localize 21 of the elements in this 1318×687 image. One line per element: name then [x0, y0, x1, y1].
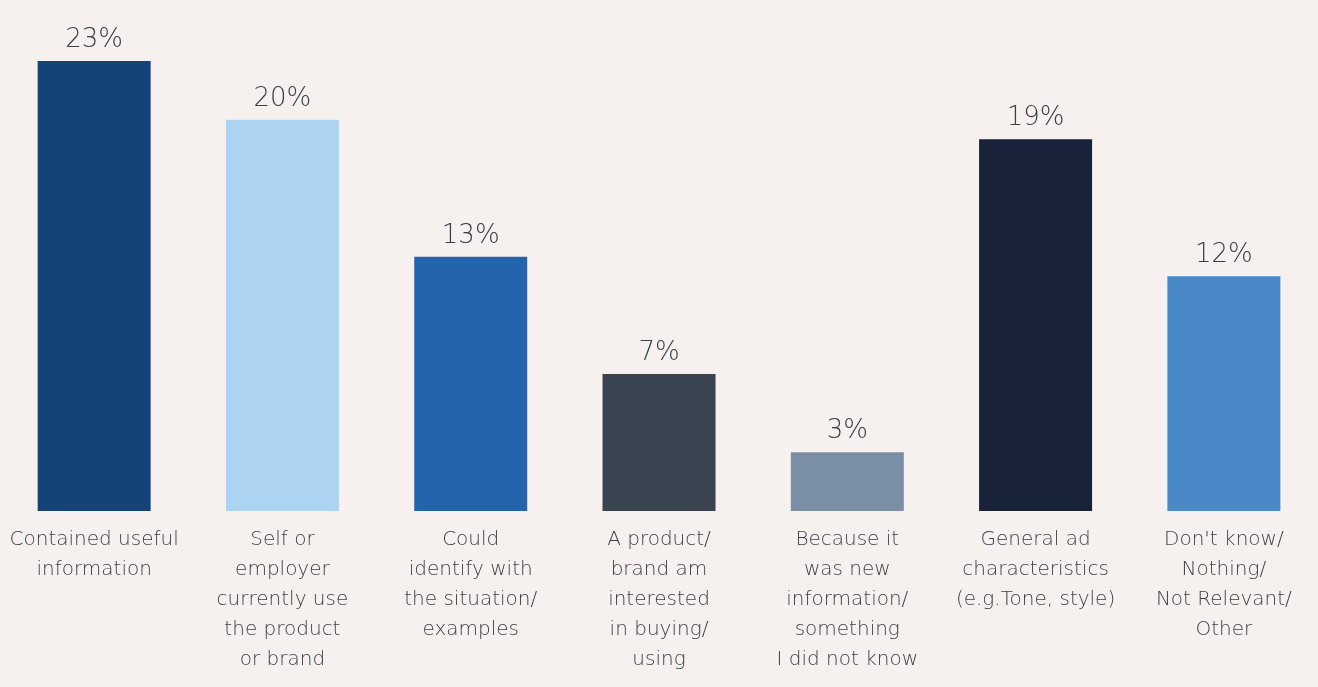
bar — [790, 452, 904, 511]
x-tick-label: General ad characteristics (e.g.Tone, style) — [955, 526, 1116, 610]
bar — [225, 119, 339, 511]
x-tick-label: Contained useful information — [9, 526, 179, 580]
data-label: 3% — [826, 414, 868, 445]
bar — [414, 256, 528, 511]
data-label: 13% — [441, 218, 500, 249]
bar — [37, 61, 151, 511]
data-label: 12% — [1194, 238, 1253, 269]
bar — [602, 374, 716, 511]
data-label: 7% — [638, 336, 680, 367]
data-label: 23% — [65, 23, 124, 53]
x-tick-label: Self or employer currently use the product or brand — [216, 526, 349, 670]
bar — [979, 139, 1093, 511]
x-tick-label: A product/ brand am interested in buying/ using — [607, 526, 712, 670]
x-tick-label: Don't know/ Nothing/ Not Relevant/ Other — [1155, 526, 1293, 640]
x-tick-label: Because it was new information/ something I did not know — [776, 526, 919, 670]
data-label: 20% — [253, 81, 312, 112]
bar — [1167, 276, 1281, 511]
data-label: 19% — [1006, 101, 1065, 132]
x-tick-label: Could identify with the situation/ examples — [404, 526, 538, 640]
